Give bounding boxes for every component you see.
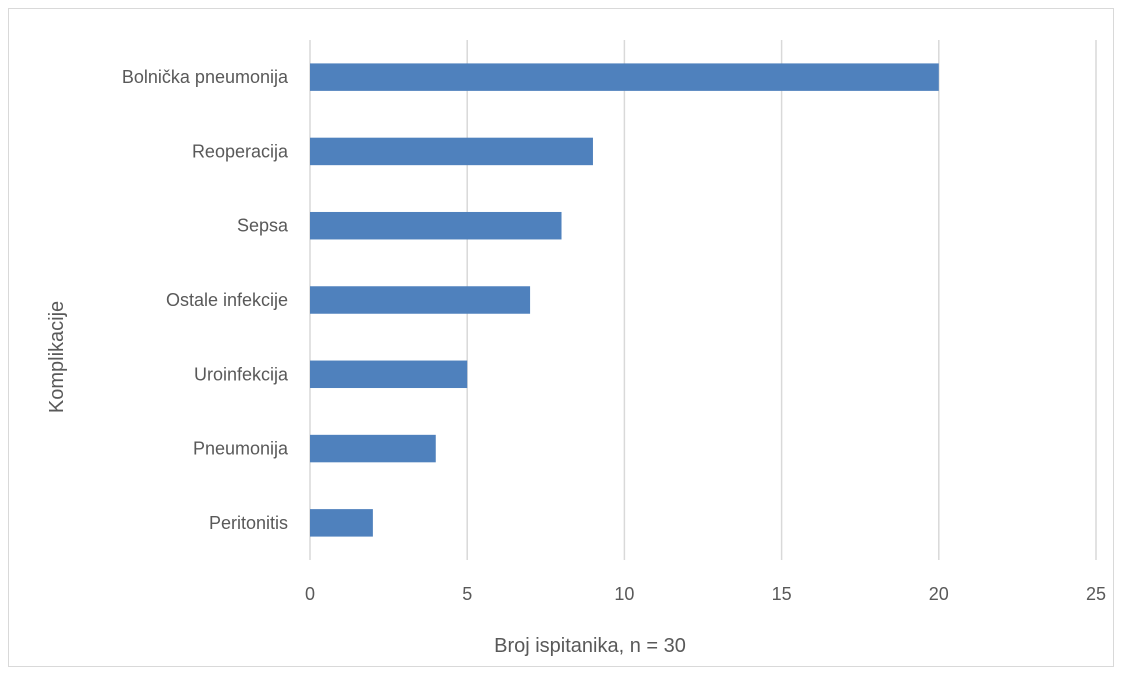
x-axis-title: Broj ispitanika, n = 30 (494, 635, 686, 657)
x-tick-labels: 0 5 10 15 20 25 (305, 584, 1106, 604)
bar (310, 63, 939, 91)
bar (310, 286, 531, 314)
x-tick-label: 15 (772, 584, 792, 604)
x-tick-label: 20 (929, 584, 949, 604)
chart-frame (8, 8, 1114, 667)
gridlines (309, 40, 1097, 560)
x-tick-label: 10 (614, 584, 634, 604)
x-tick-label: 5 (462, 584, 472, 604)
category-label: Pneumonija (193, 439, 289, 459)
bar (310, 360, 468, 389)
x-tick-label: 0 (305, 584, 315, 604)
category-label: Uroinfekcija (194, 364, 289, 384)
category-label: Reoperacija (192, 141, 289, 161)
category-label: Ostale infekcije (166, 290, 288, 310)
y-axis-title: Komplikacije (46, 301, 68, 413)
bars (310, 63, 939, 537)
bar (310, 434, 436, 463)
bar (310, 211, 562, 240)
category-label: Peritonitis (209, 513, 288, 533)
category-label: Bolnička pneumonija (122, 67, 289, 87)
category-label: Sepsa (237, 216, 289, 236)
bar (310, 509, 373, 537)
category-labels: Bolnička pneumonija Reoperacija Sepsa Ostal… (122, 67, 289, 533)
bar (310, 137, 593, 166)
x-tick-label: 25 (1086, 584, 1106, 604)
